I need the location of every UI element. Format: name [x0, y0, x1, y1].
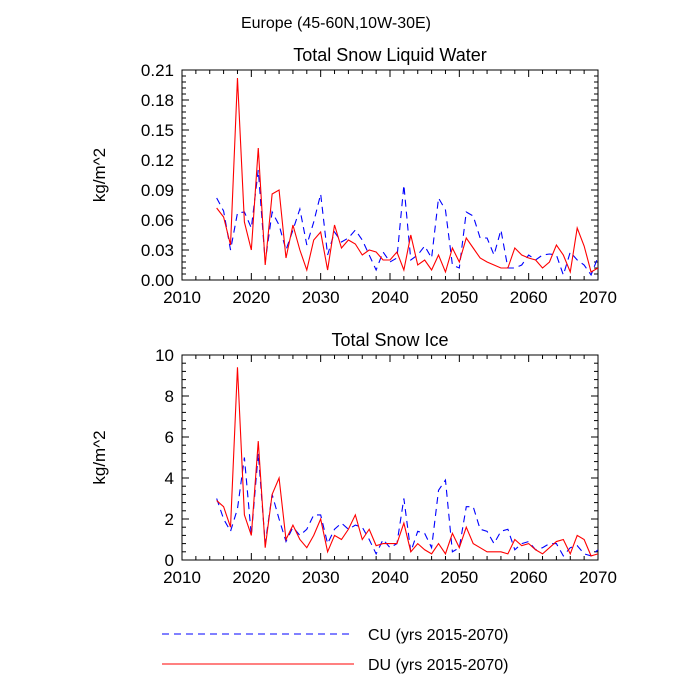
chart-panel-2: Total Snow Ice 0 2 4 6 8 10 2010 2020 2030 2040 205… [90, 330, 617, 587]
panel-title: Total Snow Liquid Water [293, 45, 486, 65]
y-tick-label: 0 [165, 551, 174, 570]
x-tick-label: 2070 [579, 568, 617, 587]
y-axis-label: kg/m^2 [90, 430, 109, 484]
y-tick-label: 0.00 [141, 271, 174, 290]
x-tick-label: 2030 [302, 288, 340, 307]
y-tick-label: 0.18 [141, 91, 174, 110]
figure-title: Europe (45-60N,10W-30E) [241, 15, 431, 32]
y-tick-label: 0.15 [141, 121, 174, 140]
x-tick-label: 2050 [440, 568, 478, 587]
x-tick-label: 2020 [232, 568, 270, 587]
y-tick-label: 6 [165, 428, 174, 447]
x-tick-label: 2060 [510, 568, 548, 587]
x-tick-label: 2060 [510, 288, 548, 307]
series-line-du [216, 367, 598, 557]
y-tick-label: 0.12 [141, 151, 174, 170]
y-tick-label: 0.03 [141, 241, 174, 260]
x-tick-label: 2010 [163, 288, 201, 307]
y-tick-label: 0.21 [141, 61, 174, 80]
chart-panel-1: Total Snow Liquid Water 0.00 0.03 0.06 0.09 0… [90, 45, 617, 307]
x-tick-label: 2010 [163, 568, 201, 587]
x-tick-label: 2070 [579, 288, 617, 307]
x-tick-label: 2040 [371, 288, 409, 307]
y-tick-label: 2 [165, 510, 174, 529]
y-axis-label: kg/m^2 [90, 148, 109, 202]
series-line-cu [216, 169, 598, 277]
series-line-du [216, 77, 598, 275]
x-tick-label: 2050 [440, 288, 478, 307]
y-tick-label: 10 [155, 346, 174, 365]
y-tick-label: 4 [165, 469, 174, 488]
legend-label-du: DU (yrs 2015-2070) [368, 657, 509, 674]
x-tick-label: 2020 [232, 288, 270, 307]
y-tick-label: 8 [165, 387, 174, 406]
series-line-cu [216, 453, 598, 557]
x-tick-label: 2040 [371, 568, 409, 587]
y-tick-label: 0.06 [141, 211, 174, 230]
legend: CU (yrs 2015-2070) DU (yrs 2015-2070) [162, 627, 509, 674]
legend-label-cu: CU (yrs 2015-2070) [368, 627, 509, 644]
panel-title: Total Snow Ice [331, 330, 448, 350]
x-tick-label: 2030 [302, 568, 340, 587]
y-tick-label: 0.09 [141, 181, 174, 200]
plot-frame [181, 69, 599, 281]
